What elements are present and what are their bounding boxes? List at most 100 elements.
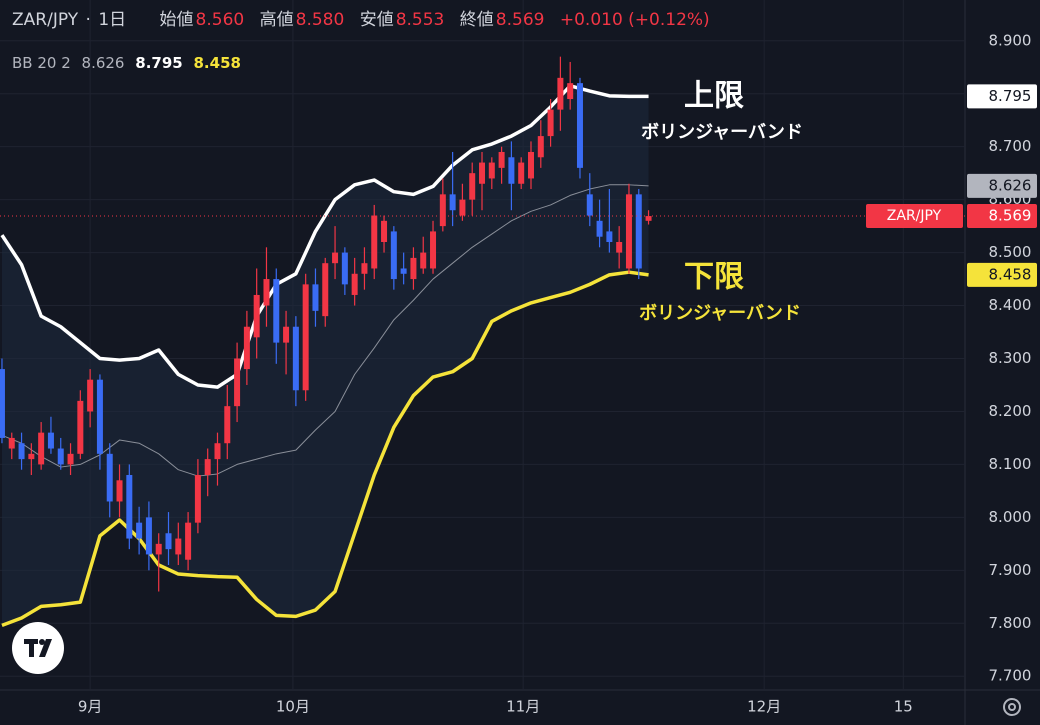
candle-body bbox=[116, 480, 123, 502]
candle-body bbox=[518, 162, 525, 184]
candle-body bbox=[341, 252, 348, 285]
candle-body bbox=[606, 231, 613, 243]
candle-body bbox=[136, 522, 143, 539]
ohlc-label: 始値 bbox=[159, 10, 194, 30]
settings-icon[interactable] bbox=[1003, 698, 1021, 716]
candle-body bbox=[273, 279, 280, 343]
x-tick-label: 10月 bbox=[276, 698, 310, 716]
candle-body bbox=[596, 220, 603, 237]
symbol-tag bbox=[866, 204, 963, 229]
candle-body bbox=[557, 77, 564, 110]
candle-body bbox=[635, 194, 642, 269]
indicator-value: 8.458 bbox=[193, 54, 241, 72]
ohlc-value: 8.553 bbox=[395, 10, 445, 30]
candle-body bbox=[155, 543, 162, 555]
candle-body bbox=[390, 231, 397, 280]
candle-body bbox=[498, 151, 505, 168]
price-label: 8.626 bbox=[989, 176, 1032, 194]
candle-body bbox=[625, 194, 632, 269]
candle-body bbox=[567, 83, 574, 100]
band-line bbox=[0, 84, 649, 389]
x-tick-label: 15 bbox=[894, 698, 913, 716]
candle-body bbox=[8, 437, 15, 449]
indicator-legend: BB 20 2 8.626 8.795 8.458 bbox=[12, 54, 247, 72]
y-tick-label: 8.000 bbox=[989, 508, 1032, 526]
ohlc-label: 終値 bbox=[459, 10, 494, 30]
indicator-name[interactable]: BB 20 2 bbox=[12, 54, 71, 72]
candle-body bbox=[616, 242, 623, 253]
candle-body bbox=[38, 432, 45, 465]
candle-body bbox=[253, 294, 260, 338]
candle-body bbox=[479, 162, 486, 184]
ohlc-label: 高値 bbox=[259, 10, 294, 30]
candle-body bbox=[126, 475, 133, 539]
candle-body bbox=[77, 400, 84, 454]
candle-body bbox=[332, 252, 339, 264]
candle-body bbox=[165, 533, 172, 550]
candle-body bbox=[302, 284, 309, 391]
candle-body bbox=[57, 448, 64, 465]
price-label: 8.458 bbox=[989, 265, 1032, 283]
separator: · bbox=[85, 10, 91, 30]
ohlc-value: 8.580 bbox=[295, 10, 345, 30]
candle-body bbox=[576, 83, 583, 168]
candle-body bbox=[283, 326, 290, 343]
x-tick-label: 12月 bbox=[747, 698, 781, 716]
price-label: 8.569 bbox=[989, 207, 1032, 225]
interval[interactable]: 1日 bbox=[98, 10, 127, 30]
candle-body bbox=[214, 443, 221, 460]
candle-body bbox=[439, 194, 446, 227]
candle-body bbox=[292, 326, 299, 391]
y-tick-label: 8.900 bbox=[989, 31, 1032, 49]
y-tick-label: 8.700 bbox=[989, 137, 1032, 155]
candle-body bbox=[410, 257, 417, 280]
candle-body bbox=[361, 263, 368, 274]
candle-body bbox=[96, 379, 103, 454]
y-tick-label: 7.800 bbox=[989, 614, 1032, 632]
y-tick-label: 8.200 bbox=[989, 402, 1032, 420]
y-tick-label: 8.100 bbox=[989, 455, 1032, 473]
candle-body bbox=[185, 522, 192, 560]
candle-body bbox=[47, 432, 54, 449]
annotation-title: 上限 bbox=[684, 79, 744, 114]
band-line bbox=[1, 270, 649, 628]
symbol[interactable]: ZAR/JPY bbox=[12, 10, 79, 30]
candle-body bbox=[459, 199, 466, 216]
price-label-bg bbox=[967, 262, 1037, 287]
symbol-tag-label: ZAR/JPY bbox=[887, 208, 942, 224]
band-fill bbox=[1, 85, 649, 626]
y-tick-label: 8.400 bbox=[989, 296, 1032, 314]
candle-body bbox=[351, 273, 358, 295]
candle-body bbox=[67, 453, 74, 465]
annotation-subtitle: ボリンジャーバンド bbox=[639, 303, 801, 324]
candle-body bbox=[371, 215, 378, 269]
x-tick-label: 11月 bbox=[506, 698, 540, 716]
candle-body bbox=[234, 358, 241, 407]
candle-body bbox=[106, 453, 113, 502]
y-tick-label: 8.300 bbox=[989, 349, 1032, 367]
candle-body bbox=[263, 279, 270, 306]
ohlc-value: 8.569 bbox=[495, 10, 545, 30]
candle-body bbox=[400, 268, 407, 274]
candle-body bbox=[469, 173, 476, 200]
price-axis-panel bbox=[965, 0, 1040, 725]
candle-body bbox=[420, 252, 427, 269]
price-label-bg bbox=[967, 173, 1037, 198]
y-tick-label: 8.500 bbox=[989, 243, 1032, 261]
candle-body bbox=[449, 194, 456, 211]
grid bbox=[0, 0, 965, 690]
x-tick-label: 9月 bbox=[78, 698, 103, 716]
annotation-title: 下限 bbox=[684, 260, 744, 295]
ohlc-value: 8.560 bbox=[195, 10, 245, 30]
ohlc-label: 安値 bbox=[359, 10, 394, 30]
y-tick-label: 7.900 bbox=[989, 561, 1032, 579]
change: +0.010 (+0.12%) bbox=[559, 10, 710, 30]
candle-body bbox=[224, 406, 231, 444]
tradingview-logo bbox=[12, 622, 64, 674]
candle-body bbox=[87, 379, 94, 412]
symbol-header: ZAR/JPY · 1日 始値 8.560 高値 8.580 安値 8.553 終値 8… bbox=[12, 5, 712, 30]
candle-body bbox=[527, 151, 534, 179]
